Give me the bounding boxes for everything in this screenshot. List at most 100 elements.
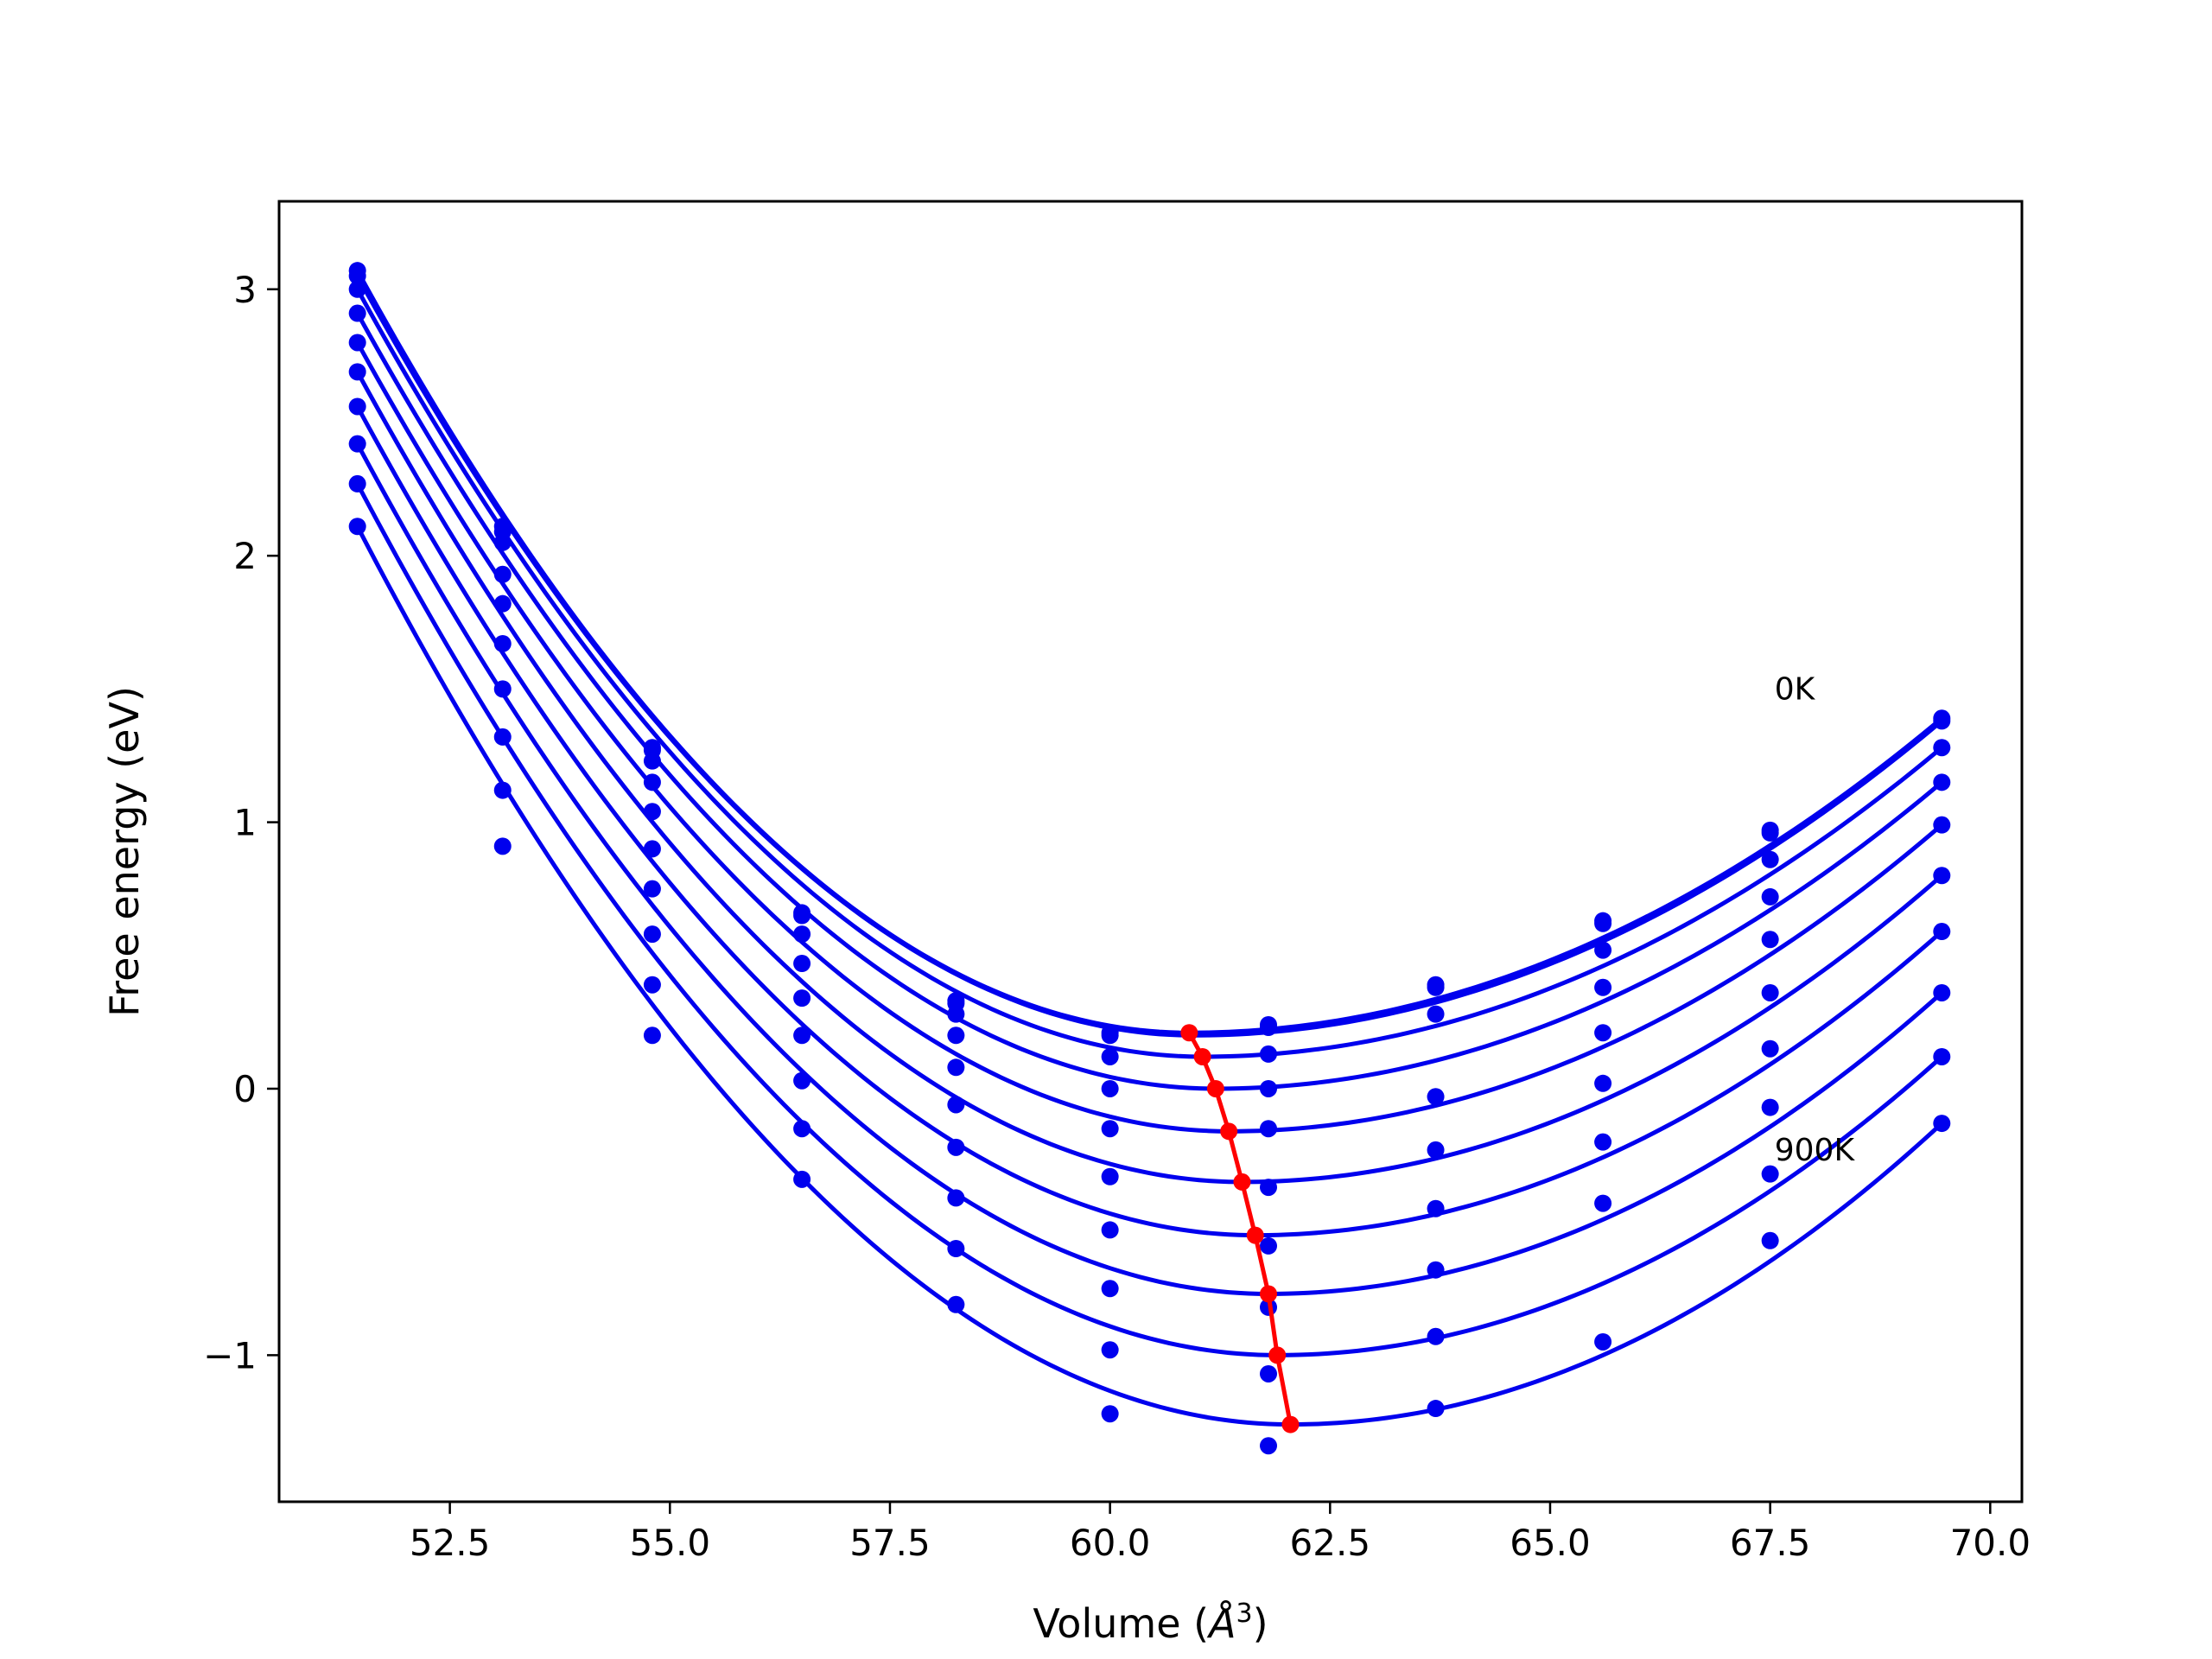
data-point — [1594, 978, 1612, 996]
data-point — [1761, 1231, 1779, 1249]
equilibrium-point — [1246, 1226, 1264, 1244]
data-point — [1594, 941, 1612, 959]
y-tick-label: −1 — [203, 1334, 257, 1376]
data-point — [1933, 712, 1951, 730]
data-point — [348, 474, 366, 493]
data-point — [947, 1295, 965, 1313]
data-point — [348, 280, 366, 298]
data-point — [348, 435, 366, 453]
fit-curve-8 — [355, 482, 1943, 1357]
data-point — [1101, 1280, 1119, 1298]
data-point — [1260, 1079, 1278, 1097]
data-point — [1427, 1005, 1445, 1023]
data-point — [643, 880, 661, 898]
equilibrium-point — [1193, 1047, 1211, 1065]
data-point — [1594, 914, 1612, 932]
data-point — [1260, 1364, 1278, 1382]
data-point — [1101, 1341, 1119, 1359]
data-point — [793, 989, 811, 1007]
fit-curve-9 — [355, 525, 1943, 1427]
data-point — [947, 1138, 965, 1156]
data-point — [1933, 1115, 1951, 1133]
data-point — [947, 1058, 965, 1077]
fit-curve-7 — [355, 442, 1943, 1296]
data-point — [1933, 923, 1951, 941]
data-point — [947, 1096, 965, 1114]
equilibrium-point — [1233, 1173, 1251, 1191]
data-point — [1933, 983, 1951, 1001]
data-point — [1101, 1167, 1119, 1185]
data-point — [1101, 1027, 1119, 1045]
data-point — [1761, 931, 1779, 949]
x-tick-label: 60.0 — [1070, 1522, 1151, 1564]
data-point — [348, 267, 366, 285]
data-point — [947, 1027, 965, 1045]
data-point — [1761, 850, 1779, 868]
annotation-900k: 900K — [1775, 1133, 1856, 1168]
data-point — [1101, 1047, 1119, 1065]
x-tick-label: 52.5 — [410, 1522, 491, 1564]
data-point — [1594, 1024, 1612, 1042]
data-point — [1761, 823, 1779, 842]
x-tick-label: 70.0 — [1950, 1522, 2031, 1564]
data-point — [348, 334, 366, 352]
data-point — [1260, 1236, 1278, 1255]
fit-curve-6 — [355, 405, 1943, 1238]
data-point — [1594, 1194, 1612, 1212]
data-point — [1594, 1074, 1612, 1092]
equilibrium-point — [1268, 1346, 1287, 1364]
data-point — [1594, 1332, 1612, 1351]
data-point — [643, 925, 661, 944]
annotation-0k: 0K — [1775, 672, 1816, 708]
data-point — [348, 304, 366, 322]
data-point — [1933, 773, 1951, 791]
data-point — [1761, 1165, 1779, 1183]
data-point — [643, 976, 661, 994]
data-point — [1260, 1120, 1278, 1138]
fit-curve-5 — [355, 371, 1943, 1185]
x-tick-label: 55.0 — [630, 1522, 711, 1564]
y-tick-label: 3 — [233, 269, 257, 311]
data-point — [1260, 1179, 1278, 1197]
data-point — [493, 837, 512, 855]
equilibrium-point — [1281, 1415, 1300, 1433]
x-tick-label: 57.5 — [849, 1522, 931, 1564]
data-point — [947, 1189, 965, 1207]
fit-curve-4 — [355, 341, 1943, 1134]
data-point — [348, 518, 366, 536]
data-point — [793, 1027, 811, 1045]
equilibrium-point — [1206, 1079, 1224, 1097]
fit-curve-2 — [355, 288, 1943, 1059]
y-axis: −1 0 1 2 3 — [203, 269, 279, 1376]
y-tick-label: 1 — [233, 802, 257, 844]
y-axis-label: Free energy (eV) — [101, 686, 148, 1017]
equilibrium-point — [1180, 1024, 1198, 1042]
data-point — [1101, 1221, 1119, 1239]
data-point — [1101, 1405, 1119, 1423]
x-tick-label: 62.5 — [1290, 1522, 1371, 1564]
data-point — [1427, 978, 1445, 996]
data-point — [947, 1240, 965, 1258]
equilibrium-point — [1220, 1122, 1238, 1141]
data-point — [1427, 1141, 1445, 1159]
data-point — [1260, 1019, 1278, 1037]
data-point — [1933, 816, 1951, 834]
data-point — [1761, 887, 1779, 906]
x-axis-label: Volume (Å3) — [1033, 1599, 1268, 1647]
y-tick-label: 0 — [233, 1068, 257, 1110]
data-point — [1761, 1098, 1779, 1116]
equilibrium-point — [1260, 1285, 1278, 1303]
x-tick-label: 67.5 — [1730, 1522, 1811, 1564]
data-point — [1761, 983, 1779, 1001]
fit-curve-3 — [355, 312, 1943, 1091]
x-axis: 52.5 55.0 57.5 60.0 62.5 65.0 67.5 70.0 — [410, 1502, 2031, 1564]
data-point — [643, 1027, 661, 1045]
data-point — [348, 397, 366, 416]
data-point — [1260, 1045, 1278, 1063]
x-tick-label: 65.0 — [1510, 1522, 1591, 1564]
plot-frame — [277, 200, 2024, 1503]
data-point — [1933, 867, 1951, 885]
data-point — [348, 363, 366, 381]
